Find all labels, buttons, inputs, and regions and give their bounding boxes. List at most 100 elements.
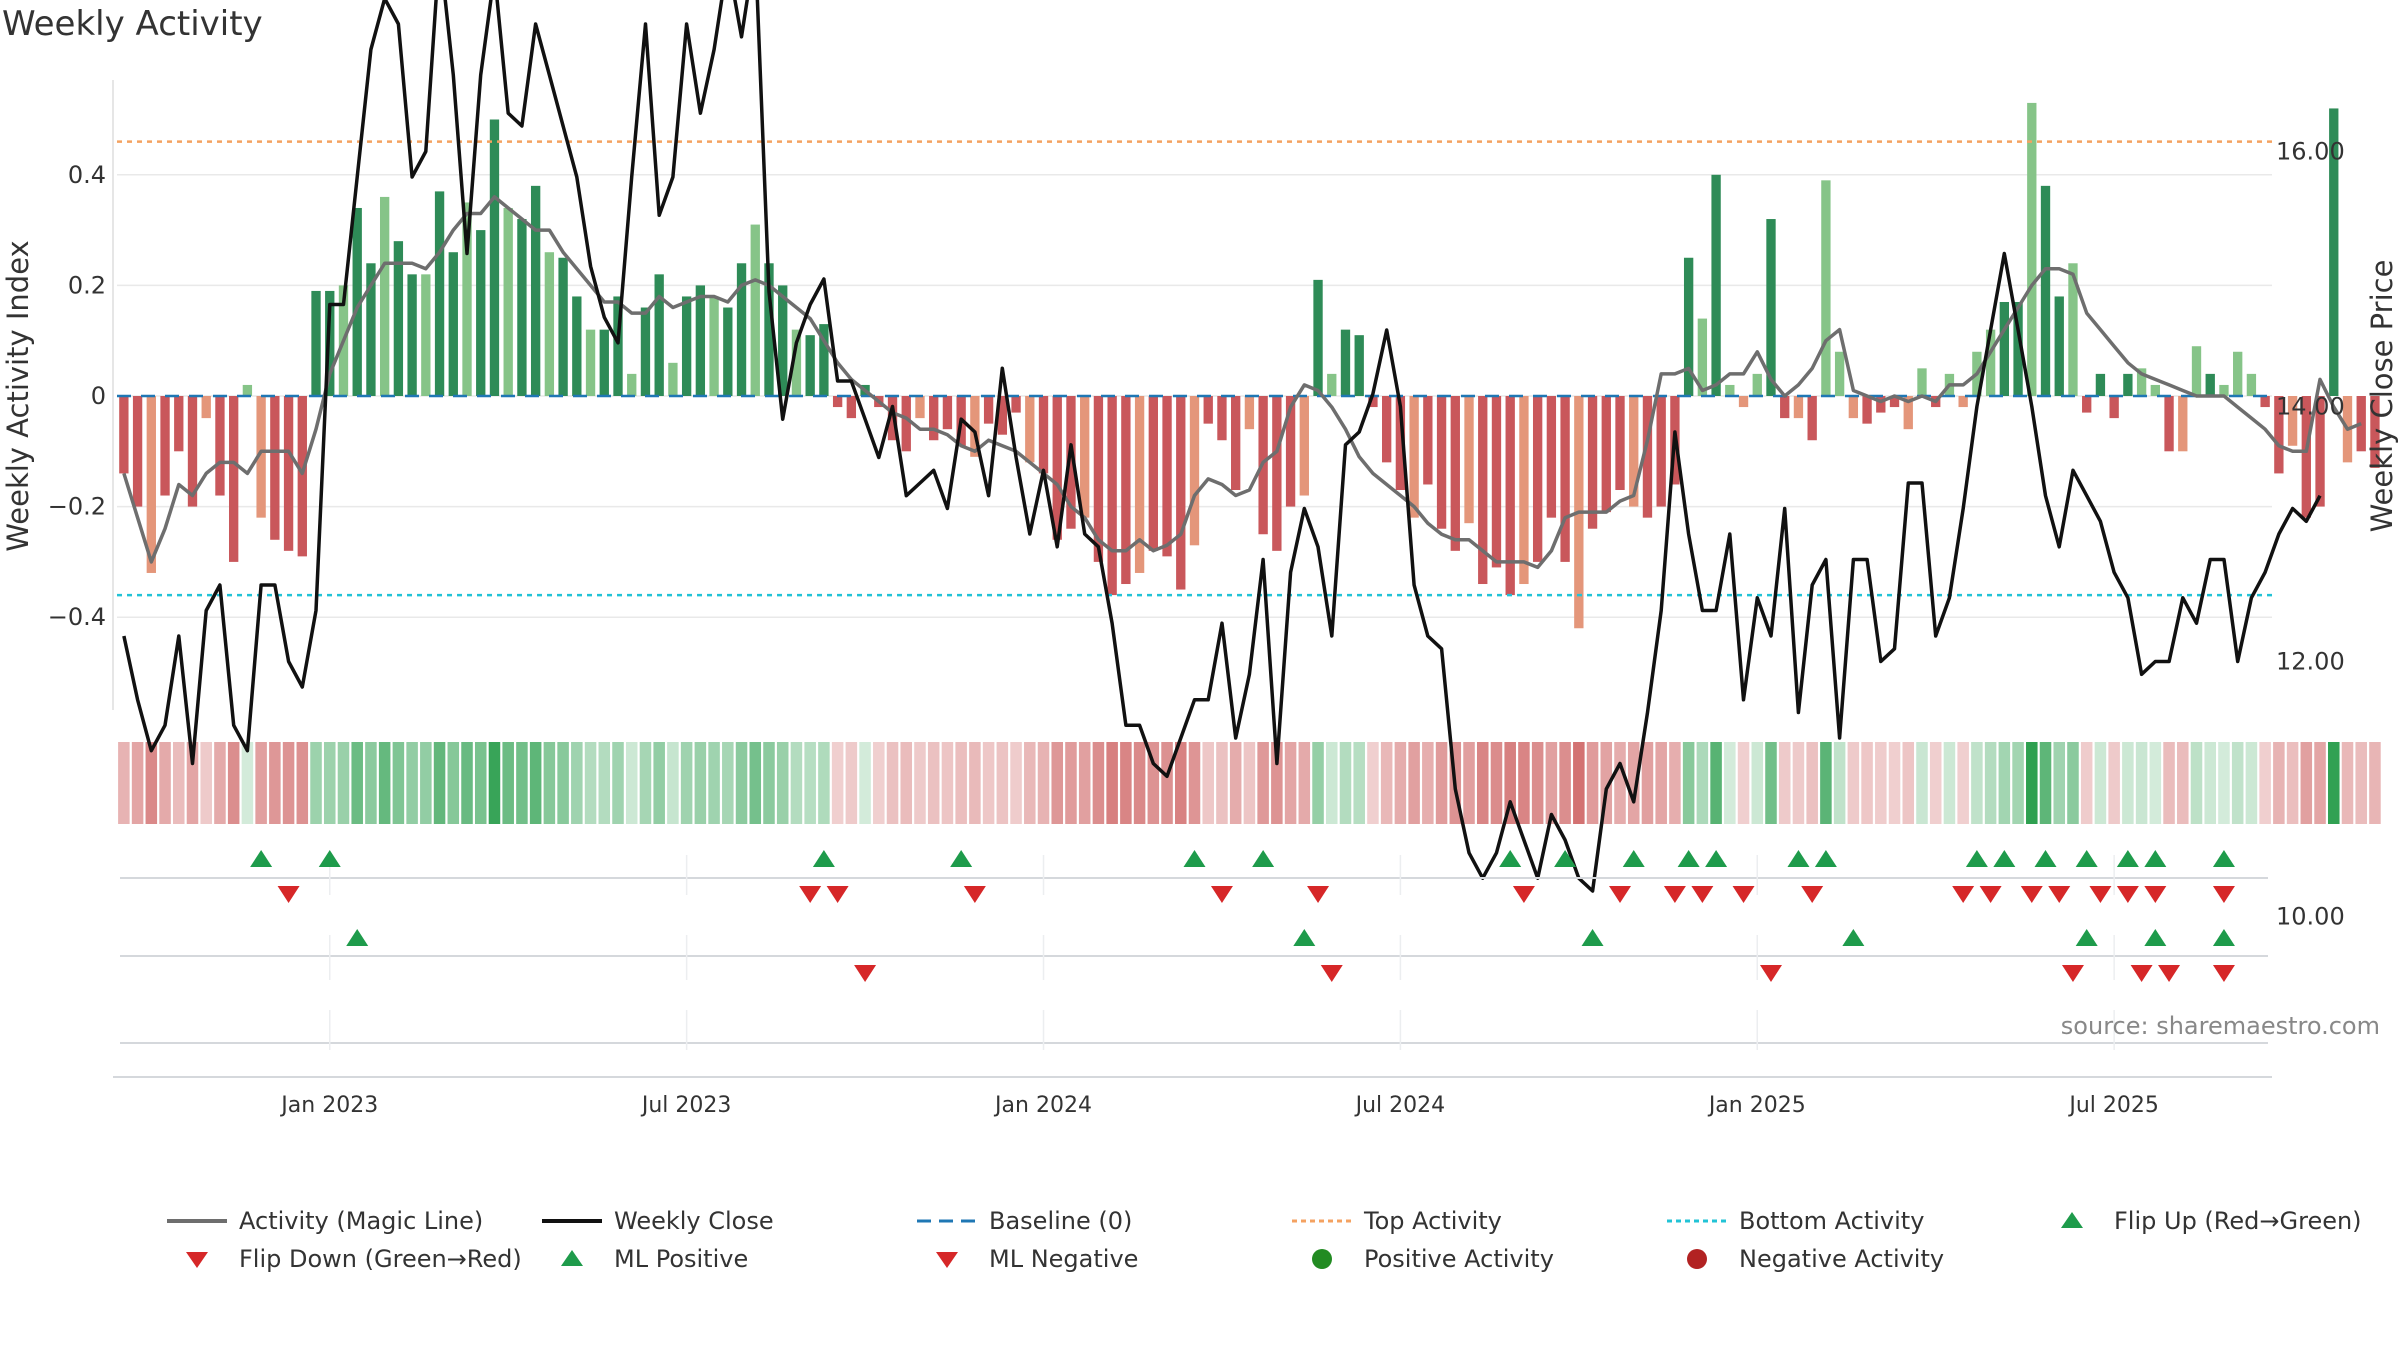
activity-bar bbox=[2205, 373, 2215, 396]
flip-up-marker bbox=[1814, 850, 1837, 867]
heat-cell bbox=[1778, 742, 1791, 824]
heat-cell bbox=[1065, 742, 1077, 824]
flip-down-marker bbox=[2212, 886, 2235, 903]
ml-positive-marker bbox=[346, 929, 369, 946]
activity-heat-strip bbox=[118, 742, 2381, 824]
activity-bar bbox=[283, 396, 294, 551]
activity-bar bbox=[1862, 396, 1872, 424]
flip-up-marker bbox=[1993, 850, 2016, 867]
heat-cell bbox=[982, 742, 995, 824]
activity-bar bbox=[1711, 174, 1721, 396]
legend-weekly-close: Weekly Close bbox=[540, 1207, 774, 1235]
y-left-tick-label: −0.4 bbox=[48, 603, 106, 631]
heat-cell bbox=[1051, 742, 1064, 824]
heat-cell bbox=[378, 742, 391, 824]
heat-cell bbox=[2135, 742, 2148, 824]
heat-cell bbox=[818, 742, 830, 824]
activity-bar bbox=[1793, 396, 1804, 419]
legend-weekly-close-icon bbox=[542, 1219, 602, 1223]
heat-cell bbox=[955, 742, 967, 824]
flip-up-marker bbox=[2212, 850, 2235, 867]
activity-bar bbox=[201, 396, 211, 419]
heat-cell bbox=[227, 742, 240, 824]
heat-cell bbox=[516, 742, 528, 824]
flip-down-marker bbox=[2144, 886, 2167, 903]
heat-cell bbox=[1078, 742, 1091, 824]
ml-positive-marker bbox=[1581, 929, 1604, 946]
activity-bar bbox=[915, 396, 925, 419]
heat-cell bbox=[447, 742, 460, 824]
heat-cell bbox=[2355, 742, 2367, 824]
activity-bar bbox=[942, 396, 953, 430]
legend-flip-down-icon bbox=[186, 1252, 208, 1268]
activity-bar bbox=[1134, 396, 1145, 573]
activity-bar bbox=[1629, 396, 1639, 507]
legend-ml-negative: ML Negative bbox=[915, 1245, 1138, 1273]
heat-cell bbox=[1243, 742, 1256, 824]
flip-down-marker bbox=[1512, 886, 1535, 903]
flip-down-marker bbox=[2048, 886, 2071, 903]
legend-weekly-close-label: Weekly Close bbox=[614, 1207, 774, 1235]
activity-bar bbox=[1848, 396, 1859, 419]
activity-bar bbox=[1601, 396, 1611, 513]
ml-negative-marker bbox=[2130, 965, 2153, 982]
heat-cell bbox=[1751, 742, 1764, 824]
heat-cell bbox=[269, 742, 281, 824]
activity-bar bbox=[517, 219, 527, 396]
activity-bar bbox=[572, 296, 582, 396]
heat-cell bbox=[900, 742, 913, 824]
heat-cell bbox=[2218, 742, 2230, 824]
heat-cell bbox=[1614, 742, 1626, 824]
heat-cell bbox=[1422, 742, 1434, 824]
heat-cell bbox=[2177, 742, 2189, 824]
activity-bar bbox=[132, 396, 143, 507]
activity-bar bbox=[1464, 396, 1474, 524]
activity-bar bbox=[585, 329, 596, 396]
activity-bar bbox=[448, 252, 458, 396]
activity-bar bbox=[242, 384, 253, 396]
heat-cell bbox=[735, 742, 748, 824]
heat-cell bbox=[2245, 742, 2258, 824]
flip-down-marker bbox=[1732, 886, 1755, 903]
y-right-tick-label: 16.00 bbox=[2276, 138, 2345, 166]
flip-up-marker bbox=[1965, 850, 1988, 867]
heat-cell bbox=[186, 742, 199, 824]
heat-cell bbox=[1820, 742, 1832, 824]
activity-bar bbox=[1066, 396, 1076, 529]
activity-bar bbox=[2191, 346, 2202, 396]
activity-bar bbox=[832, 396, 843, 408]
heat-cell bbox=[1202, 742, 1214, 824]
flip-down-marker bbox=[1979, 886, 2002, 903]
activity-bar bbox=[1162, 396, 1172, 557]
activity-bar bbox=[1189, 396, 1200, 546]
activity-bar bbox=[2178, 396, 2188, 452]
activity-bar bbox=[887, 396, 898, 441]
y-left-axis-title: Weekly Activity Index bbox=[1, 240, 35, 551]
legend-magic-line-label: Activity (Magic Line) bbox=[239, 1207, 484, 1235]
activity-bar bbox=[1752, 373, 1762, 396]
heat-cell bbox=[214, 742, 226, 824]
activity-bar bbox=[1203, 396, 1213, 424]
heat-cell bbox=[969, 742, 981, 824]
activity-bar bbox=[668, 362, 678, 396]
heat-cell bbox=[2012, 742, 2024, 824]
legend-positive-activity-label: Positive Activity bbox=[1364, 1245, 1554, 1273]
activity-bar bbox=[654, 274, 664, 396]
legend-bottom-activity: Bottom Activity bbox=[1665, 1207, 1924, 1235]
heat-cell bbox=[1957, 742, 1969, 824]
legend-negative-activity-label: Negative Activity bbox=[1739, 1245, 1945, 1273]
heat-cell bbox=[1792, 742, 1805, 824]
x-tick-label: Jan 2025 bbox=[1707, 1093, 1806, 1118]
heat-cell bbox=[941, 742, 954, 824]
heat-cell bbox=[1490, 742, 1503, 824]
flip-up-marker bbox=[812, 850, 835, 867]
heat-cell bbox=[1559, 742, 1571, 824]
heat-cell bbox=[1682, 742, 1695, 824]
activity-bar bbox=[2040, 185, 2051, 396]
legend-negative-activity-icon bbox=[1687, 1249, 1707, 1269]
activity-bar bbox=[352, 207, 362, 396]
activity-bar bbox=[2082, 396, 2092, 413]
activity-bar bbox=[599, 329, 609, 396]
heat-cell bbox=[1518, 742, 1530, 824]
heat-cell bbox=[1463, 742, 1475, 824]
